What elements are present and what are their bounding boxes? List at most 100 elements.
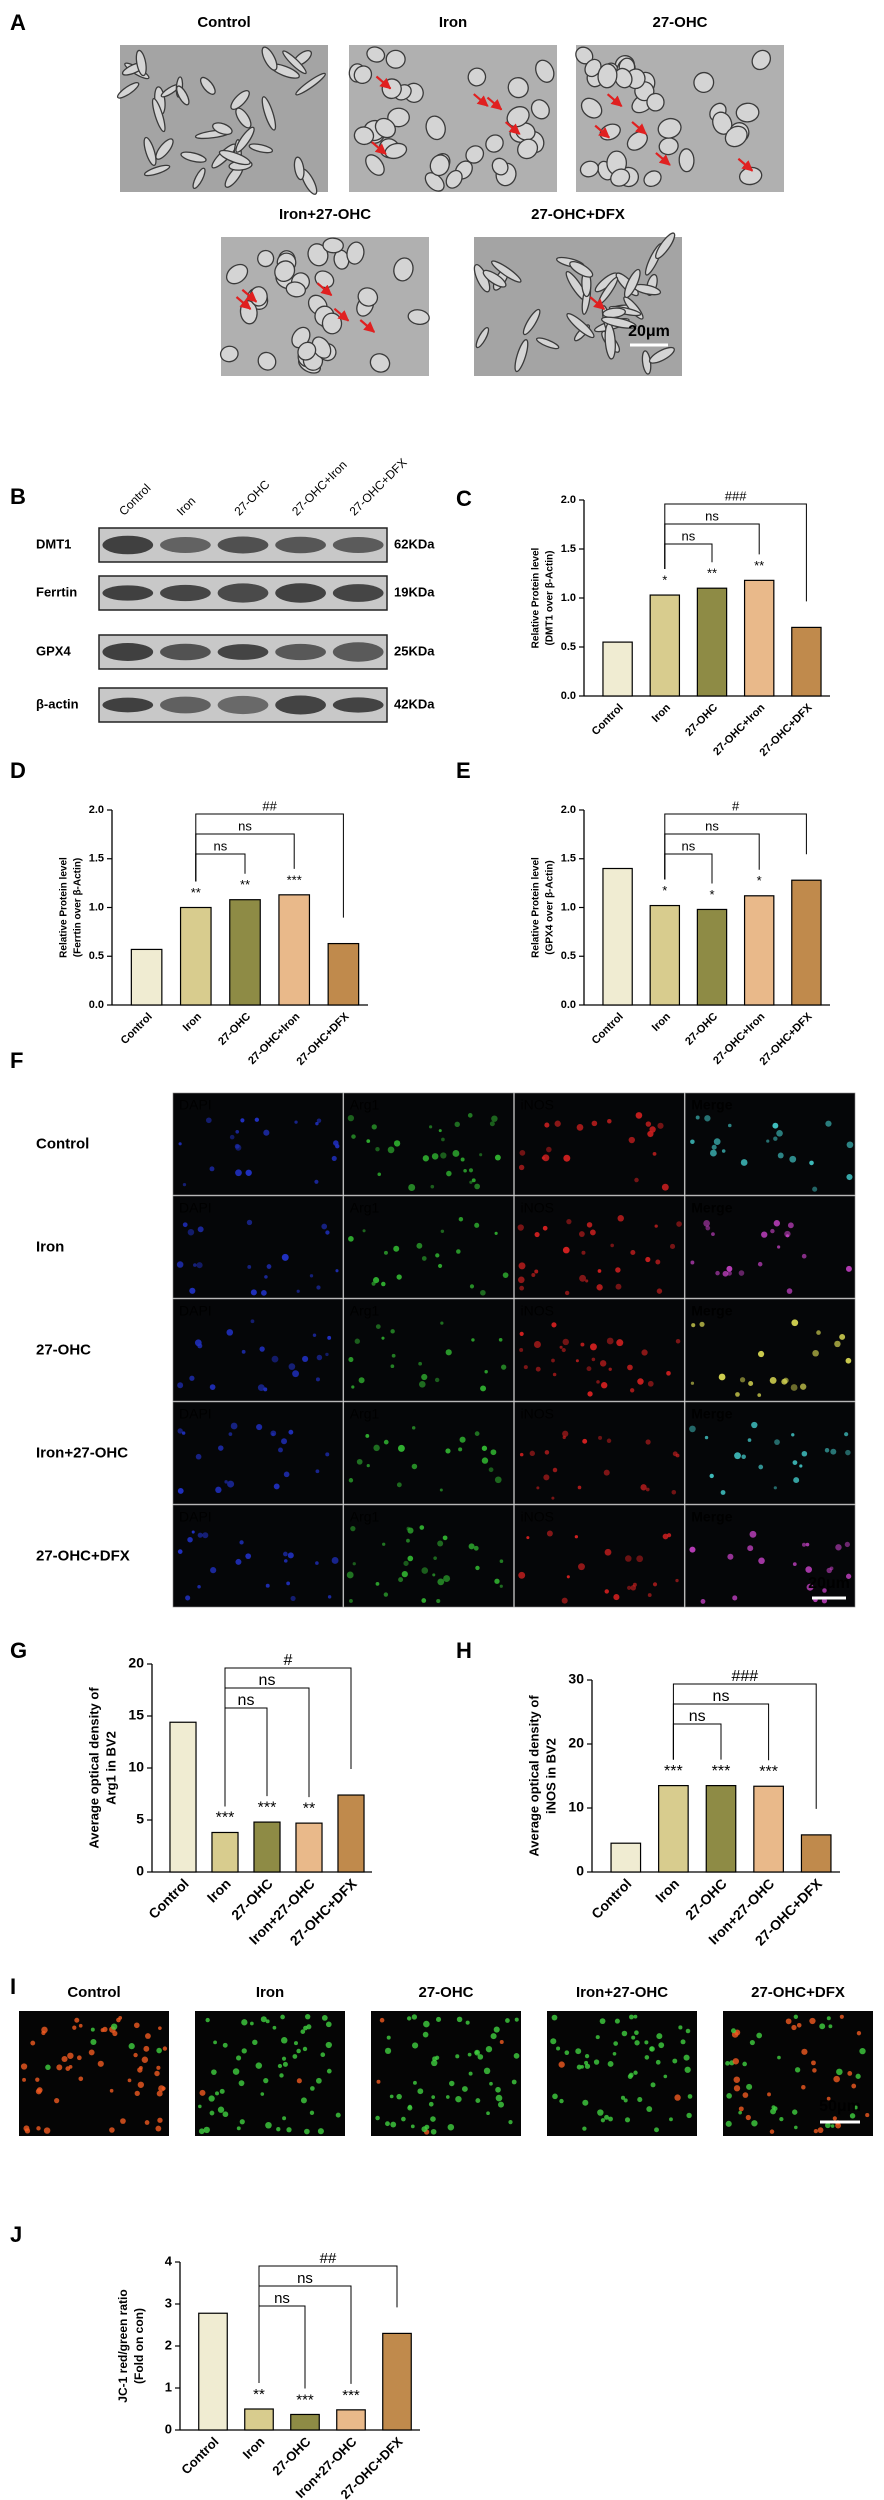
- cell: [579, 160, 599, 178]
- cell-dot: [397, 1444, 405, 1452]
- cell-dot: [383, 1439, 389, 1445]
- cell-dot: [793, 1477, 800, 1484]
- cell-dot: [586, 1222, 593, 1228]
- cell-dot: [288, 1363, 296, 1370]
- cell-dot: [607, 2061, 614, 2067]
- panel-letter: G: [10, 1638, 27, 1663]
- comparison-label: #: [732, 798, 740, 813]
- cell-dot: [218, 1445, 224, 1451]
- blot-band: [332, 536, 384, 554]
- cell-dot: [430, 2116, 436, 2122]
- cell-dot: [422, 2031, 429, 2038]
- x-tick-label: 27-OHC+DFX: [294, 1010, 352, 1068]
- cell: [235, 107, 252, 129]
- cell-dot: [543, 1474, 550, 1481]
- comparison-bracket: [258, 2265, 398, 2383]
- cell-dot: [266, 1264, 272, 1269]
- cell-dot: [197, 1226, 204, 1233]
- cell-dot: [776, 1129, 783, 1137]
- cell-dot: [287, 1552, 294, 1559]
- cell: [580, 97, 603, 119]
- cell-dot: [177, 1382, 184, 1389]
- bar: [705, 1784, 737, 1873]
- cell-dot: [748, 1381, 754, 1387]
- comparison-bracket: [672, 1723, 722, 1760]
- cell-dot: [856, 2031, 862, 2036]
- size-label: 62KDa: [394, 536, 435, 551]
- cell-dot: [758, 1557, 765, 1565]
- cell-dot: [499, 1559, 504, 1564]
- bar: [602, 641, 633, 697]
- cell-dot: [836, 2068, 843, 2076]
- cell-dot: [656, 1288, 663, 1294]
- cell-dot: [501, 1364, 507, 1370]
- y-tick-label: 1.5: [561, 853, 576, 865]
- cell-dot: [704, 1435, 709, 1440]
- arrow: [606, 93, 623, 108]
- channel-label: Arg1: [350, 1200, 380, 1216]
- cell-dot: [770, 1228, 775, 1234]
- cell-dot: [617, 1215, 624, 1222]
- cell-dot: [20, 2063, 28, 2070]
- cell-dot: [495, 2094, 503, 2102]
- cell-dot: [550, 2038, 557, 2045]
- bar: [278, 894, 311, 1006]
- cell: [522, 308, 541, 336]
- cell-dot: [286, 2127, 292, 2133]
- cell-dot: [654, 2127, 659, 2133]
- cell-dot: [45, 2064, 51, 2070]
- cell-dot: [432, 1573, 436, 1577]
- cell-dot: [498, 1337, 503, 1342]
- y-tick-label: 2.0: [89, 804, 104, 816]
- cell-dot: [454, 1121, 460, 1128]
- cell-dot: [137, 2081, 145, 2088]
- image-label: Control: [197, 14, 250, 31]
- channel-label: iNOS: [521, 1509, 554, 1525]
- cell-dot: [845, 1573, 852, 1579]
- cell-dot: [534, 1269, 539, 1274]
- significance: ***: [287, 872, 302, 887]
- cell-dot: [582, 2126, 587, 2131]
- cell-dot: [531, 1272, 536, 1277]
- cell-dot: [774, 1439, 780, 1445]
- y-tick-label: 0: [136, 1863, 144, 1879]
- cell-dot: [809, 2017, 816, 2025]
- cell-dot: [802, 1542, 806, 1547]
- cell-dot: [396, 2093, 402, 2100]
- channel-label: Merge: [691, 1406, 732, 1422]
- blot-band: [217, 583, 269, 603]
- fluor-image: [343, 1195, 514, 1299]
- cell: [151, 97, 166, 133]
- y-tick-label: 20: [128, 1655, 144, 1671]
- cell-dot: [489, 1121, 495, 1127]
- significance: ***: [216, 1810, 235, 1827]
- cell-dot: [294, 1120, 298, 1124]
- cell-dot: [156, 2047, 162, 2054]
- cell-dot: [734, 1452, 741, 1460]
- group-label: Control: [36, 1135, 89, 1152]
- cell-dot: [348, 1357, 354, 1363]
- cell-dot: [584, 2054, 590, 2059]
- significance: **: [240, 877, 250, 892]
- cell-dot: [580, 1342, 585, 1347]
- blot-band: [332, 642, 384, 662]
- cell-dot: [280, 2014, 285, 2020]
- cell-dot: [134, 2090, 140, 2096]
- cell-dot: [615, 1283, 622, 1290]
- blot-band: [332, 584, 384, 602]
- fluor-image: [684, 1195, 856, 1299]
- cell-dot: [801, 2048, 808, 2055]
- cell-dot: [144, 2120, 150, 2125]
- cell: [429, 154, 450, 177]
- cell-dot: [669, 1243, 676, 1250]
- cell-dot: [100, 2028, 105, 2033]
- cell-dot: [604, 1548, 612, 1556]
- panel-letter: A: [10, 10, 26, 35]
- cell-dot: [127, 2078, 132, 2083]
- cell-dot: [187, 1228, 195, 1236]
- cell-dot: [256, 1423, 263, 1431]
- cell-dot: [690, 1260, 695, 1265]
- cell-dot: [331, 1155, 337, 1161]
- cell-dot: [608, 2116, 613, 2122]
- y-tick-label: 0.5: [561, 641, 576, 653]
